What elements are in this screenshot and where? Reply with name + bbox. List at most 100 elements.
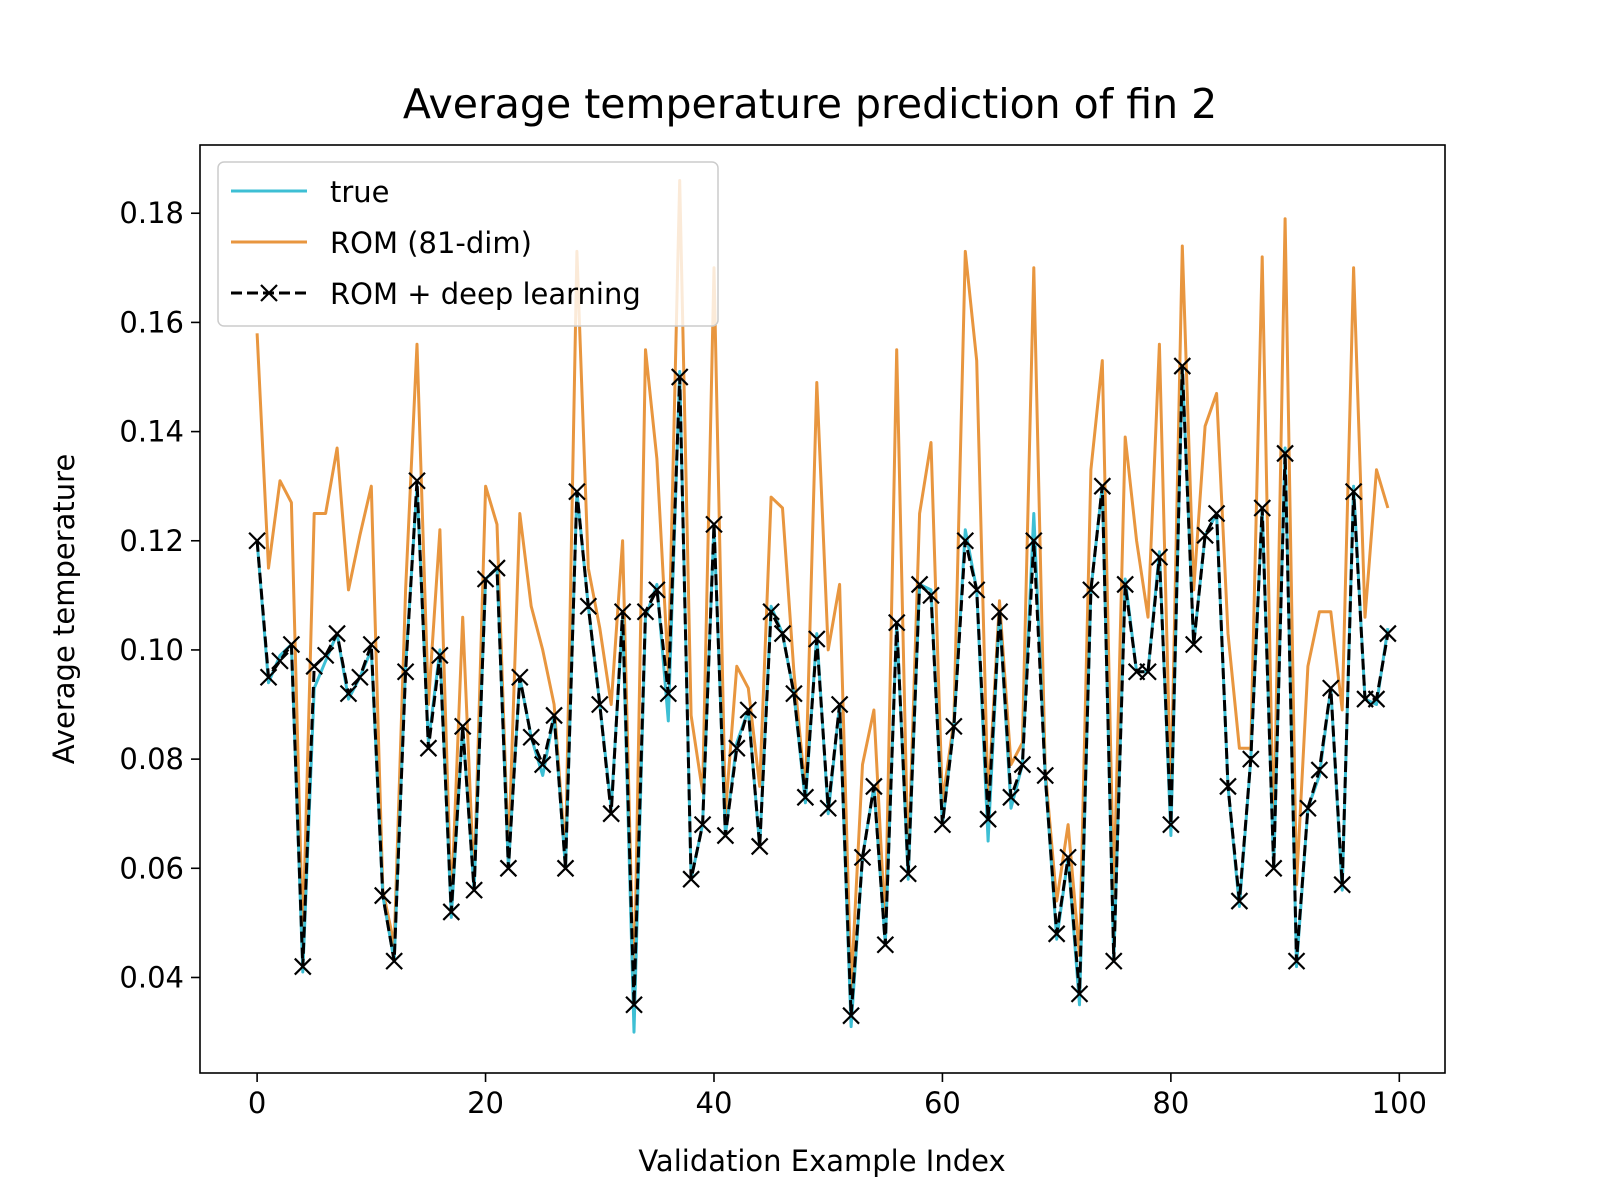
- data-point-marker: [1379, 624, 1397, 643]
- y-tick-label: 0.16: [119, 305, 184, 339]
- data-point-marker: [625, 995, 643, 1014]
- data-point-marker: [408, 471, 426, 490]
- chart-title: Average temperature prediction of fin 2: [403, 80, 1217, 128]
- y-tick-label: 0.18: [119, 196, 184, 230]
- data-point-marker: [1276, 444, 1294, 463]
- data-point-marker: [659, 684, 678, 703]
- data-point-marker: [1093, 477, 1112, 495]
- legend-label-rom: ROM (81-dim): [330, 226, 532, 260]
- data-point-marker: [1367, 690, 1386, 708]
- data-point-marker: [762, 602, 780, 621]
- x-tick-label: 80: [1152, 1086, 1189, 1120]
- data-point-marker: [1116, 575, 1134, 594]
- data-point-marker: [1082, 581, 1100, 599]
- data-point-marker: [294, 957, 312, 976]
- data-point-marker: [282, 635, 301, 654]
- data-point-marker: [933, 815, 952, 834]
- data-point-marker: [590, 695, 609, 714]
- data-point-marker: [1047, 925, 1066, 943]
- data-point-marker: [1059, 848, 1077, 867]
- data-point-marker: [785, 684, 803, 703]
- data-point-marker: [728, 739, 746, 757]
- data-point-marker: [488, 559, 506, 577]
- y-tick-label: 0.04: [119, 960, 184, 994]
- data-point-marker: [1264, 859, 1283, 878]
- data-point-marker: [1150, 548, 1169, 566]
- data-point-marker: [808, 630, 826, 648]
- data-point-marker: [716, 826, 735, 845]
- x-tick-label: 60: [924, 1086, 961, 1120]
- data-point-marker: [1002, 788, 1020, 807]
- data-point-marker: [693, 815, 712, 834]
- x-axis-label: Validation Example Index: [638, 1144, 1005, 1178]
- data-point-marker: [1025, 531, 1043, 550]
- data-point-marker: [853, 848, 872, 867]
- data-point-marker: [1299, 799, 1317, 818]
- data-point-marker: [579, 597, 598, 616]
- legend-marker-x-icon: [260, 284, 278, 302]
- data-point-marker: [842, 1006, 860, 1025]
- y-axis-label: Average temperature: [47, 454, 81, 765]
- y-axis: 0.04 0.06 0.08 0.10 0.12 0.14 0.16 0.18: [119, 196, 200, 994]
- data-point-marker: [339, 684, 358, 703]
- x-tick-label: 100: [1372, 1086, 1427, 1120]
- data-point-marker: [1344, 482, 1363, 501]
- data-point-marker: [648, 581, 666, 599]
- data-point-marker: [316, 646, 335, 665]
- data-point-marker: [899, 864, 917, 883]
- data-point-marker: [1162, 815, 1180, 834]
- data-point-marker: [351, 668, 369, 687]
- legend-label-true: true: [330, 175, 390, 209]
- data-point-marker: [499, 859, 518, 878]
- data-point-marker: [636, 602, 655, 621]
- data-point-marker: [830, 695, 849, 714]
- data-point-marker: [682, 870, 700, 888]
- legend-frame: [217, 161, 719, 327]
- data-point-marker: [1333, 875, 1351, 894]
- data-point-marker: [1139, 662, 1157, 681]
- legend-marker-shape: [260, 284, 278, 302]
- data-point-marker: [373, 886, 392, 905]
- data-point-marker: [887, 613, 906, 632]
- data-point-marker: [453, 717, 472, 736]
- x-tick-label: 0: [248, 1086, 266, 1120]
- data-point-marker: [613, 602, 632, 621]
- data-point-marker: [1036, 766, 1055, 785]
- y-tick-label: 0.06: [119, 851, 184, 885]
- legend-label-rom-deep-learning: ROM + deep learning: [330, 277, 641, 311]
- x-tick-label: 20: [467, 1086, 504, 1120]
- data-point-marker: [465, 881, 483, 899]
- x-axis: 0 20 40 60 80 100: [248, 1073, 1427, 1120]
- data-point-marker: [705, 515, 723, 534]
- legend: true ROM (81-dim) ROM + deep learning: [217, 161, 719, 327]
- data-point-marker: [545, 706, 563, 725]
- data-point-marker: [1219, 777, 1237, 796]
- series-layer: [248, 179, 1397, 1034]
- data-point-marker: [1287, 952, 1306, 970]
- data-point-marker: [967, 581, 986, 599]
- data-point-marker: [1322, 679, 1340, 697]
- plot-frame: [199, 144, 1446, 1074]
- data-point-marker: [922, 586, 940, 605]
- data-point-marker: [385, 952, 403, 970]
- data-point-marker: [602, 804, 620, 823]
- data-point-marker: [1253, 499, 1272, 517]
- data-point-marker: [1207, 504, 1226, 523]
- data-point-marker: [396, 662, 415, 681]
- data-point-marker: [259, 668, 278, 687]
- data-point-marker: [1196, 526, 1214, 545]
- y-tick-label: 0.14: [119, 415, 184, 449]
- data-point-marker: [1230, 892, 1249, 910]
- data-point-marker: [328, 624, 346, 643]
- data-point-marker: [739, 701, 758, 719]
- data-point-marker: [750, 837, 769, 856]
- data-point-marker: [1013, 755, 1032, 774]
- data-point-marker: [979, 810, 997, 828]
- data-point-marker: [362, 635, 381, 654]
- data-point-marker: [511, 668, 529, 687]
- data-point-marker: [1184, 635, 1203, 654]
- data-point-marker: [945, 717, 963, 736]
- series-line-rom-81-dim: [255, 179, 1390, 1001]
